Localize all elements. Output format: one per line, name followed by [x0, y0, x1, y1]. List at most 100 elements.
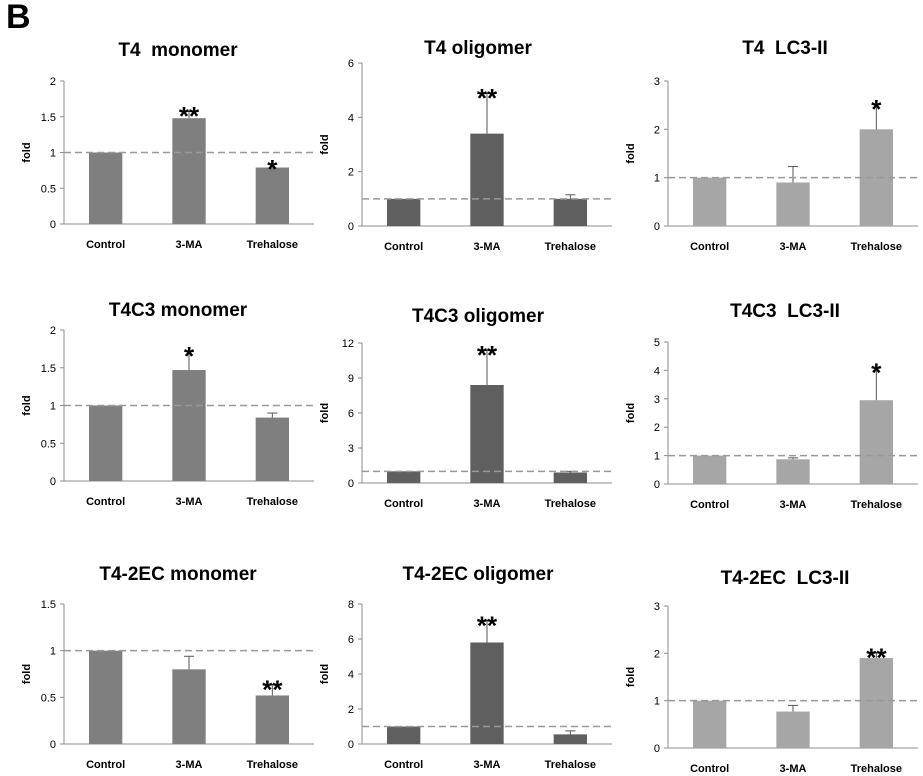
category-label: 3-MA [474, 759, 501, 771]
bar-trehalose [553, 472, 587, 483]
chart-title: T4 LC3-II [742, 38, 828, 59]
bar-control [693, 700, 727, 748]
y-tick-label: 3 [654, 76, 660, 88]
y-axis-label: fold [625, 667, 637, 687]
bar-3-ma [470, 642, 504, 744]
bar-trehalose [255, 695, 289, 744]
bar-control [387, 726, 421, 744]
bar-trehalose [553, 198, 587, 226]
bar-trehalose [859, 658, 893, 748]
y-tick-label: 4 [654, 365, 660, 377]
y-tick-label: 4 [348, 112, 354, 124]
y-tick-label: 4 [348, 669, 354, 681]
y-tick-label: 1 [654, 451, 660, 463]
category-label: 3-MA [474, 241, 501, 253]
category-label: Control [384, 498, 423, 510]
y-tick-label: 1.5 [41, 112, 56, 124]
significance-marker: ** [477, 340, 498, 370]
y-tick-label: 2 [654, 422, 660, 434]
y-tick-label: 0.5 [41, 183, 56, 195]
y-tick-label: 6 [348, 634, 354, 646]
y-tick-label: 12 [342, 338, 354, 350]
significance-marker: ** [477, 83, 498, 113]
chart-title: T4-2EC oligomer [403, 564, 555, 585]
y-tick-label: 0 [50, 739, 56, 751]
y-tick-label: 0 [654, 221, 660, 233]
bar-3-ma [776, 459, 810, 484]
category-label: 3-MA [780, 763, 807, 775]
y-tick-label: 2 [50, 76, 56, 88]
y-tick-label: 0 [50, 219, 56, 231]
category-label: Trehalose [247, 239, 298, 251]
y-axis-label: fold [625, 403, 637, 423]
category-label: 3-MA [780, 499, 807, 511]
category-label: 3-MA [176, 496, 203, 508]
significance-marker: ** [866, 642, 887, 672]
bar-3-ma [172, 669, 206, 744]
y-tick-label: 5 [654, 337, 660, 349]
category-label: Control [86, 496, 125, 508]
category-label: 3-MA [176, 239, 203, 251]
bar-trehalose [859, 400, 893, 484]
category-label: Trehalose [851, 241, 902, 253]
category-label: Trehalose [545, 241, 596, 253]
category-label: Control [690, 763, 729, 775]
category-label: Control [690, 241, 729, 253]
y-tick-label: 0 [654, 743, 660, 755]
bar-3-ma [776, 182, 810, 226]
y-tick-label: 1 [654, 173, 660, 185]
y-tick-label: 0 [348, 221, 354, 233]
category-label: Trehalose [851, 763, 902, 775]
bar-trehalose [255, 417, 289, 481]
y-tick-label: 2 [654, 648, 660, 660]
y-tick-label: 1 [654, 696, 660, 708]
significance-marker: ** [262, 674, 283, 704]
significance-marker: * [267, 154, 278, 184]
y-tick-label: 1.5 [41, 599, 56, 611]
y-tick-label: 6 [348, 58, 354, 70]
y-tick-label: 1.5 [41, 363, 56, 375]
y-tick-label: 2 [348, 167, 354, 179]
bar-control [89, 405, 123, 481]
bar-3-ma [470, 385, 504, 483]
category-label: Trehalose [851, 499, 902, 511]
significance-marker: * [184, 341, 195, 371]
bar-3-ma [776, 711, 810, 748]
category-label: Control [86, 759, 125, 771]
significance-marker: * [871, 94, 882, 124]
y-tick-label: 1 [50, 646, 56, 658]
bar-control [693, 177, 727, 226]
bar-trehalose [859, 129, 893, 226]
chart-title: T4C3 oligomer [412, 306, 545, 327]
y-tick-label: 0.5 [41, 692, 56, 704]
y-axis-label: fold [625, 143, 637, 163]
y-axis-label: fold [319, 664, 331, 684]
category-label: Control [384, 241, 423, 253]
category-label: Control [86, 239, 125, 251]
chart-title: T4C3 LC3-II [730, 301, 840, 322]
y-tick-label: 2 [654, 124, 660, 136]
significance-marker: ** [477, 611, 498, 641]
y-axis-label: fold [21, 664, 33, 684]
y-tick-label: 8 [348, 599, 354, 611]
y-tick-label: 1 [50, 401, 56, 413]
chart-title: T4 monomer [118, 40, 238, 61]
y-tick-label: 0 [50, 476, 56, 488]
y-tick-label: 3 [654, 601, 660, 613]
bar-control [387, 471, 421, 483]
bar-trehalose [255, 167, 289, 224]
chart-title: T4-2EC monomer [99, 564, 257, 585]
y-tick-label: 6 [348, 408, 354, 420]
y-tick-label: 3 [348, 443, 354, 455]
y-axis-label: fold [319, 134, 331, 154]
category-label: 3-MA [176, 759, 203, 771]
chart-title: T4-2EC LC3-II [721, 568, 850, 589]
y-tick-label: 1 [50, 148, 56, 160]
chart-title: T4 oligomer [424, 38, 532, 59]
y-axis-label: fold [319, 403, 331, 423]
category-label: Trehalose [247, 759, 298, 771]
category-label: Trehalose [545, 759, 596, 771]
y-tick-label: 9 [348, 373, 354, 385]
y-tick-label: 2 [50, 325, 56, 337]
y-tick-label: 0 [654, 479, 660, 491]
